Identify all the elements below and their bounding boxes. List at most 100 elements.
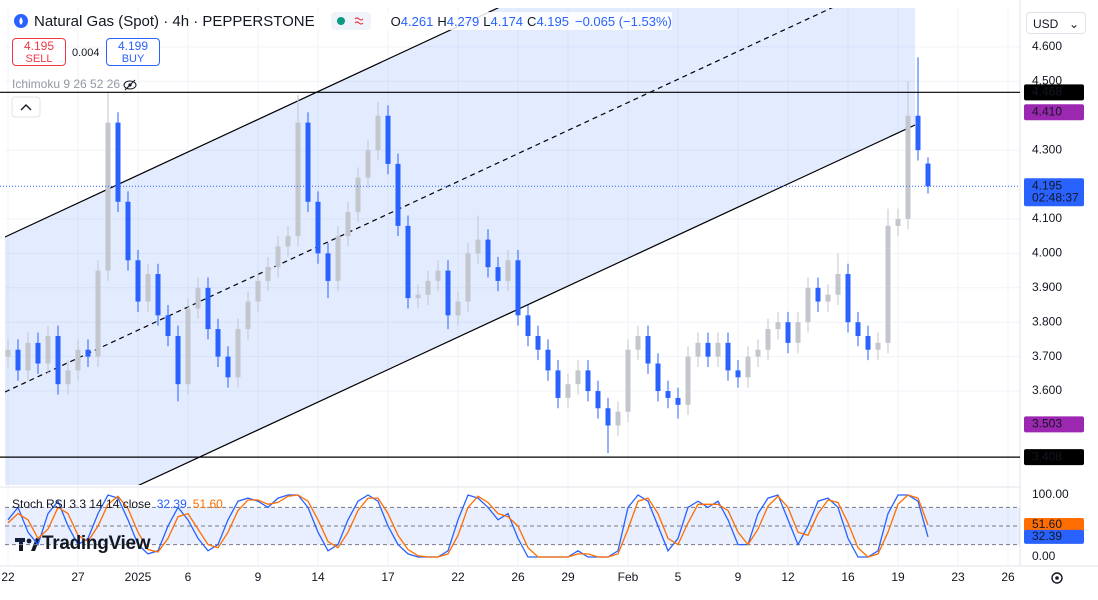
candle-body [165,315,171,336]
candle-body [625,349,631,412]
candle-body [195,287,201,309]
candle-body [685,356,691,405]
candle-body [845,274,851,323]
y-tick-label: 3.700 [1032,349,1062,363]
candle-body [375,115,381,151]
candle-body [545,349,551,371]
candle-body [755,349,761,357]
currency: USD [1033,17,1059,31]
candle-body [265,267,271,281]
x-tick-label: 9 [735,570,742,584]
candle-body [615,411,621,426]
ohlc-item: H4.279 [437,14,479,29]
candle-body [95,270,101,357]
price-label: 4.410 [1032,104,1062,118]
x-tick-label: Feb [618,570,639,584]
candle-body [395,163,401,226]
channel-middle [5,8,833,393]
candle-body [725,342,731,371]
x-tick-label: 22 [451,570,465,584]
price-label-bg [1024,84,1084,101]
stoch-label: 32.39 [1032,529,1062,543]
candle-body [225,356,231,378]
candle-body [15,349,21,371]
stoch-d-value: 51.60 [192,497,223,511]
candle-body [515,260,521,316]
candle-body [915,115,921,151]
candle-body [665,391,671,398]
candle-body [305,122,311,202]
candle-body [815,287,821,302]
candle-body [325,253,331,281]
stoch-tick-label: 0.00 [1032,549,1056,563]
candle-body [105,122,111,271]
x-tick-label: 5 [675,570,682,584]
candle-body [695,342,701,357]
candle-body [125,201,131,261]
settings-icon[interactable] [1051,572,1063,584]
ohlc-key: O [390,13,401,29]
candle-body [115,122,121,202]
ohlc-key: L [483,13,491,29]
candle-body [875,342,881,350]
price-label: 4.468 [1032,84,1062,98]
buy-button[interactable]: 4.199 BUY [106,38,160,66]
currency-select[interactable]: USD ⌄ [1026,12,1086,34]
candle-body [85,349,91,357]
candle-body [795,322,801,343]
logo-text: TradingView [42,533,151,554]
collapse-icon [20,104,32,111]
channel-upper [5,8,500,238]
sell-button[interactable]: 4.195 SELL [12,38,66,66]
candle-body [355,177,361,213]
price-label-bg [1024,104,1084,121]
candle-body [255,280,261,302]
candle-body [785,322,791,343]
sell-price: 4.195 [23,39,55,53]
y-tick-label: 4.600 [1032,39,1062,53]
candle-body [635,335,641,350]
stoch-label-bg [1024,529,1084,544]
candle-body [575,370,581,385]
status-badge [330,12,371,30]
price-label: 3.408 [1032,449,1062,463]
indicator-name: Ichimoku 9 26 52 26 [12,77,121,91]
candle-body [465,253,471,302]
price-timer: 02:48:37 [1032,190,1079,204]
candle-body [925,163,931,187]
candle-body [675,397,681,405]
x-tick-label: 9 [255,570,262,584]
hidden-icon[interactable] [123,79,137,91]
candle-body [365,150,371,178]
y-tick-label: 3.900 [1032,280,1062,294]
candle-body [145,274,151,302]
price-label-bg [1024,449,1084,466]
ohlc-value: 4.279 [446,13,480,29]
x-tick-label: 23 [951,570,965,584]
candle-body [745,356,751,378]
candle-body [285,236,291,247]
symbol-title: Natural Gas (Spot) · 4h · PEPPERSTONE [34,12,315,30]
candle-body [65,370,71,385]
candle-body [565,384,571,398]
collapse-button[interactable] [11,96,41,118]
y-tick-label: 4.300 [1032,142,1062,156]
ohlc-key: C [527,13,537,29]
candle-body [205,287,211,330]
candle-body [715,342,721,357]
ohlc-value: 4.174 [490,13,524,29]
y-tick-label: 4.100 [1032,211,1062,225]
channel [5,8,916,485]
price-label: 4.195 [1032,178,1062,192]
candle-body [175,335,181,385]
channel-fill [5,8,915,485]
ohlc-value: 4.195 [536,13,569,29]
candle-body [135,260,141,302]
x-tick-label: 26 [511,570,525,584]
x-tick-label: 14 [311,570,325,584]
y-tick-label: 3.600 [1032,383,1062,397]
candle-body [5,349,11,357]
candle-body [45,335,51,364]
candle-body [455,301,461,316]
